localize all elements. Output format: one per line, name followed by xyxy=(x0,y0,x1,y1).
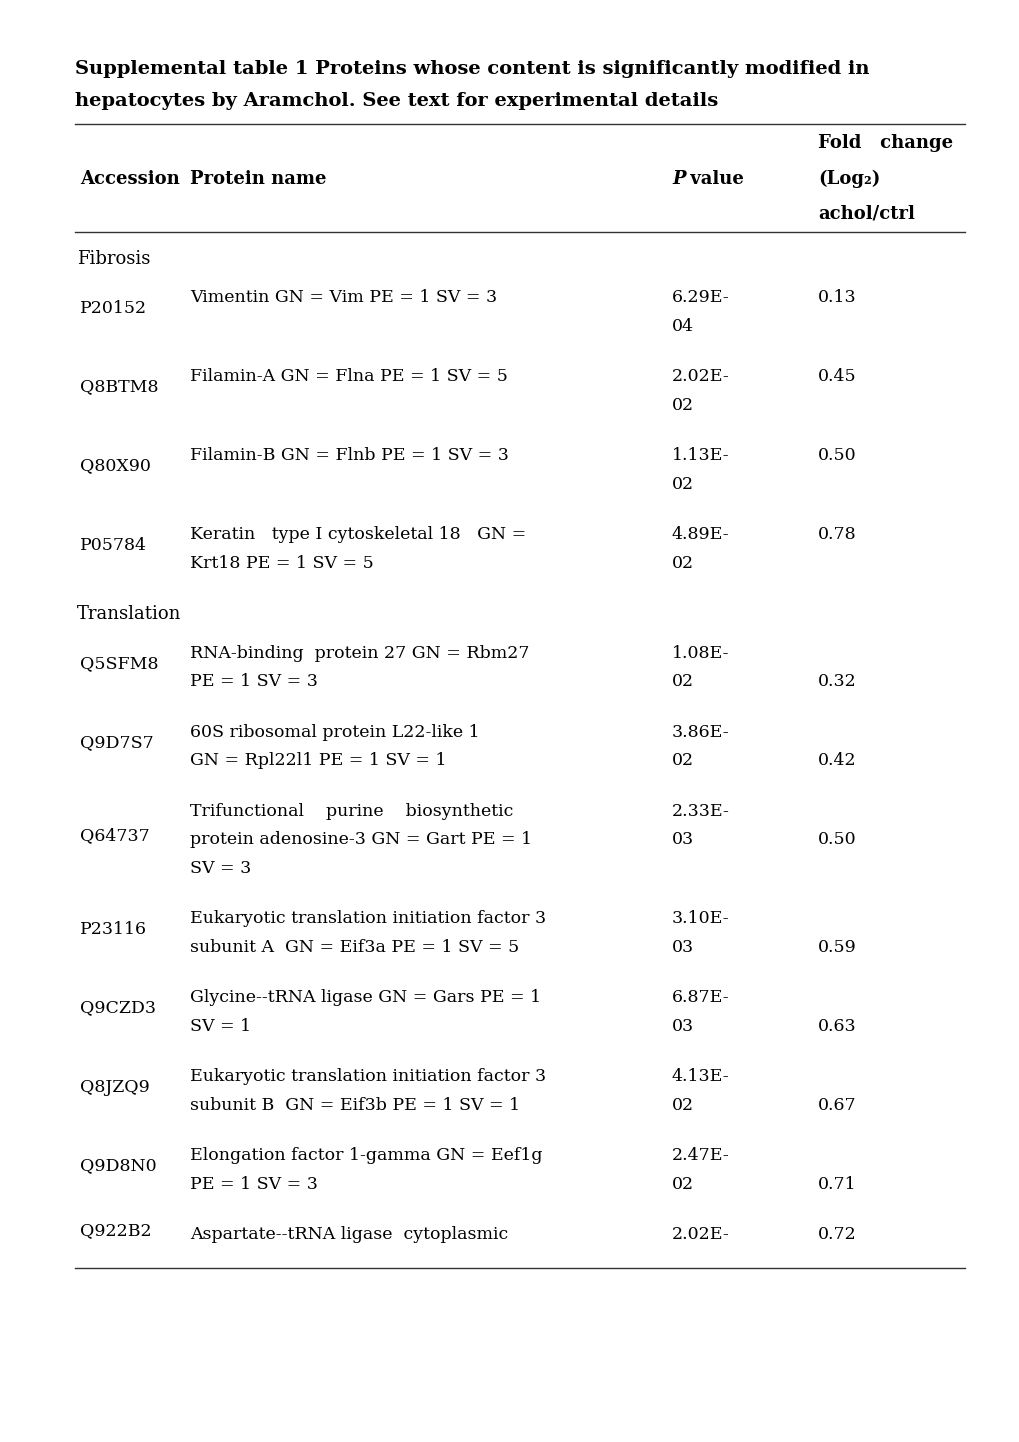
Text: 0.50: 0.50 xyxy=(817,832,856,848)
Text: 0.71: 0.71 xyxy=(817,1177,856,1193)
Text: SV = 1: SV = 1 xyxy=(190,1018,251,1035)
Text: 03: 03 xyxy=(672,832,694,848)
Text: 1.08E-: 1.08E- xyxy=(672,645,729,662)
Text: 0.63: 0.63 xyxy=(817,1018,856,1035)
Text: 0.50: 0.50 xyxy=(817,447,856,464)
Text: 3.86E-: 3.86E- xyxy=(672,724,729,741)
Text: subunit B  GN = Eif3b PE = 1 SV = 1: subunit B GN = Eif3b PE = 1 SV = 1 xyxy=(190,1097,520,1115)
Text: protein adenosine-3 GN = Gart PE = 1: protein adenosine-3 GN = Gart PE = 1 xyxy=(190,832,532,848)
Text: Fold   change: Fold change xyxy=(817,134,952,151)
Text: 04: 04 xyxy=(672,319,693,335)
Text: Protein name: Protein name xyxy=(190,170,326,187)
Text: 4.89E-: 4.89E- xyxy=(672,526,729,544)
Text: 02: 02 xyxy=(672,476,694,493)
Text: Krt18 PE = 1 SV = 5: Krt18 PE = 1 SV = 5 xyxy=(190,555,373,572)
Text: achol/ctrl: achol/ctrl xyxy=(817,203,914,222)
Text: Eukaryotic translation initiation factor 3: Eukaryotic translation initiation factor… xyxy=(190,1069,545,1086)
Text: 2.02E-: 2.02E- xyxy=(672,369,729,385)
Text: Elongation factor 1-gamma GN = Eef1g: Elongation factor 1-gamma GN = Eef1g xyxy=(190,1148,542,1165)
Text: 2.33E-: 2.33E- xyxy=(672,803,730,820)
Text: subunit A  GN = Eif3a PE = 1 SV = 5: subunit A GN = Eif3a PE = 1 SV = 5 xyxy=(190,939,519,956)
Text: 0.32: 0.32 xyxy=(817,673,856,691)
Text: 0.59: 0.59 xyxy=(817,939,856,956)
Text: Q80X90: Q80X90 xyxy=(79,457,151,474)
Text: SV = 3: SV = 3 xyxy=(190,859,251,877)
Text: Q64737: Q64737 xyxy=(79,828,150,844)
Text: 0.78: 0.78 xyxy=(817,526,856,544)
Text: 03: 03 xyxy=(672,1018,694,1035)
Text: PE = 1 SV = 3: PE = 1 SV = 3 xyxy=(190,1177,318,1193)
Text: 02: 02 xyxy=(672,753,694,770)
Text: 60S ribosomal protein L22-like 1: 60S ribosomal protein L22-like 1 xyxy=(190,724,479,741)
Text: 02: 02 xyxy=(672,1177,694,1193)
Text: 02: 02 xyxy=(672,397,694,414)
Text: 0.13: 0.13 xyxy=(817,290,856,307)
Text: value: value xyxy=(684,170,743,187)
Text: 2.02E-: 2.02E- xyxy=(672,1227,729,1243)
Text: Keratin   type I cytoskeletal 18   GN =: Keratin type I cytoskeletal 18 GN = xyxy=(190,526,526,544)
Text: PE = 1 SV = 3: PE = 1 SV = 3 xyxy=(190,673,318,691)
Text: hepatocytes by Aramchol. See text for experimental details: hepatocytes by Aramchol. See text for ex… xyxy=(75,92,717,110)
Text: 03: 03 xyxy=(672,939,694,956)
Text: GN = Rpl22l1 PE = 1 SV = 1: GN = Rpl22l1 PE = 1 SV = 1 xyxy=(190,753,446,770)
Text: P05784: P05784 xyxy=(79,536,147,554)
Text: 2.47E-: 2.47E- xyxy=(672,1148,729,1165)
Text: Filamin-A GN = Flna PE = 1 SV = 5: Filamin-A GN = Flna PE = 1 SV = 5 xyxy=(190,369,507,385)
Text: Q9D7S7: Q9D7S7 xyxy=(79,734,154,751)
Text: 02: 02 xyxy=(672,1097,694,1115)
Text: Fibrosis: Fibrosis xyxy=(76,249,150,268)
Text: Trifunctional    purine    biosynthetic: Trifunctional purine biosynthetic xyxy=(190,803,513,820)
Text: Eukaryotic translation initiation factor 3: Eukaryotic translation initiation factor… xyxy=(190,910,545,927)
Text: Aspartate--tRNA ligase  cytoplasmic: Aspartate--tRNA ligase cytoplasmic xyxy=(190,1227,507,1243)
Text: 6.29E-: 6.29E- xyxy=(672,290,729,307)
Text: Vimentin GN = Vim PE = 1 SV = 3: Vimentin GN = Vim PE = 1 SV = 3 xyxy=(190,290,496,307)
Text: Q8JZQ9: Q8JZQ9 xyxy=(79,1079,150,1096)
Text: 0.67: 0.67 xyxy=(817,1097,856,1115)
Text: Glycine--tRNA ligase GN = Gars PE = 1: Glycine--tRNA ligase GN = Gars PE = 1 xyxy=(190,989,541,1007)
Text: 0.42: 0.42 xyxy=(817,753,856,770)
Text: Q8BTM8: Q8BTM8 xyxy=(79,378,158,395)
Text: P: P xyxy=(672,170,685,187)
Text: Supplemental table 1 Proteins whose content is significantly modified in: Supplemental table 1 Proteins whose cont… xyxy=(75,61,868,78)
Text: 0.45: 0.45 xyxy=(817,369,856,385)
Text: Accession: Accession xyxy=(79,170,179,187)
Text: Translation: Translation xyxy=(76,606,181,623)
Text: (Log₂): (Log₂) xyxy=(817,170,879,189)
Text: 4.13E-: 4.13E- xyxy=(672,1069,729,1086)
Text: RNA-binding  protein 27 GN = Rbm27: RNA-binding protein 27 GN = Rbm27 xyxy=(190,645,529,662)
Text: 6.87E-: 6.87E- xyxy=(672,989,729,1007)
Text: 0.72: 0.72 xyxy=(817,1227,856,1243)
Text: 1.13E-: 1.13E- xyxy=(672,447,729,464)
Text: 3.10E-: 3.10E- xyxy=(672,910,729,927)
Text: P23116: P23116 xyxy=(79,920,147,937)
Text: Q922B2: Q922B2 xyxy=(79,1223,152,1239)
Text: Q9CZD3: Q9CZD3 xyxy=(79,999,156,1017)
Text: Q5SFM8: Q5SFM8 xyxy=(79,655,158,672)
Text: 02: 02 xyxy=(672,673,694,691)
Text: 02: 02 xyxy=(672,555,694,572)
Text: Q9D8N0: Q9D8N0 xyxy=(79,1158,157,1175)
Text: Filamin-B GN = Flnb PE = 1 SV = 3: Filamin-B GN = Flnb PE = 1 SV = 3 xyxy=(190,447,508,464)
Text: P20152: P20152 xyxy=(79,300,147,317)
